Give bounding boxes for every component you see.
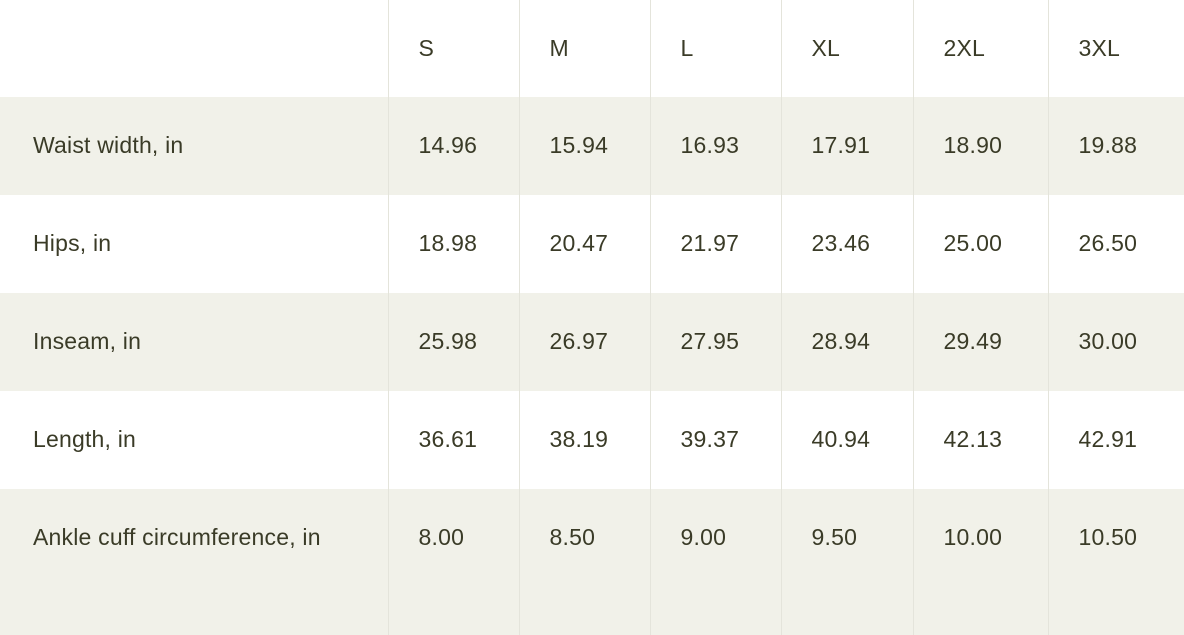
cell-value: 18.98 [387, 195, 519, 293]
cell-value: 27.95 [649, 293, 781, 391]
column-header-l: L [649, 0, 781, 97]
cell-value: 40.94 [780, 391, 913, 489]
cell-value: 17.91 [780, 97, 913, 195]
cell-value: 19.88 [1047, 97, 1184, 195]
row-label: Ankle cuff circumference, in [33, 524, 321, 550]
cell-value: 16.93 [649, 97, 781, 195]
column-header-m: M [518, 0, 650, 97]
cell-value: 9.00 [649, 489, 781, 635]
table-body: Waist width, in 14.96 15.94 16.93 17.91 18.90… [0, 97, 1184, 635]
cell-value: 29.49 [912, 293, 1048, 391]
cell-value: 38.19 [518, 391, 650, 489]
table-row: Ankle cuff circumference, in 8.00 8.50 9.00… [0, 489, 1184, 635]
cell-value: 15.94 [518, 97, 650, 195]
cell-value: 42.91 [1047, 391, 1184, 489]
cell-value: 28.94 [780, 293, 913, 391]
cell-value: 14.96 [387, 97, 519, 195]
cell-value: 39.37 [649, 391, 781, 489]
column-header-xl: XL [780, 0, 913, 97]
cell-value: 30.00 [1047, 293, 1184, 391]
row-label: Inseam, in [33, 328, 142, 354]
cell-value: 21.97 [649, 195, 781, 293]
table-row: Length, in 36.61 38.19 39.37 40.94 42.13 42.91 [0, 391, 1184, 489]
cell-value: 9.50 [780, 489, 913, 635]
cell-value: 8.50 [518, 489, 650, 635]
column-header-3xl: 3XL [1047, 0, 1184, 97]
cell-value: 25.98 [387, 293, 519, 391]
cell-value: 18.90 [912, 97, 1048, 195]
cell-value: 26.50 [1047, 195, 1184, 293]
cell-value: 25.00 [912, 195, 1048, 293]
header-row: S M L XL 2XL 3XL [0, 0, 1184, 97]
cell-value: 10.50 [1047, 489, 1184, 635]
cell-value: 42.13 [912, 391, 1048, 489]
cell-value: 23.46 [780, 195, 913, 293]
row-label: Waist width, in [33, 132, 184, 158]
row-label: Length, in [33, 426, 137, 452]
column-header-2xl: 2XL [912, 0, 1048, 97]
table-row: Hips, in 18.98 20.47 21.97 23.46 25.00 26.50 [0, 195, 1184, 293]
cell-value: 8.00 [387, 489, 519, 635]
table-row: Waist width, in 14.96 15.94 16.93 17.91 18.90… [0, 97, 1184, 195]
table-row: Inseam, in 25.98 26.97 27.95 28.94 29.49 30.00 [0, 293, 1184, 391]
cell-value: 36.61 [387, 391, 519, 489]
row-label: Hips, in [33, 230, 112, 256]
header-empty-cell [0, 0, 388, 97]
cell-value: 26.97 [518, 293, 650, 391]
column-header-s: S [387, 0, 519, 97]
cell-value: 10.00 [912, 489, 1048, 635]
cell-value: 20.47 [518, 195, 650, 293]
